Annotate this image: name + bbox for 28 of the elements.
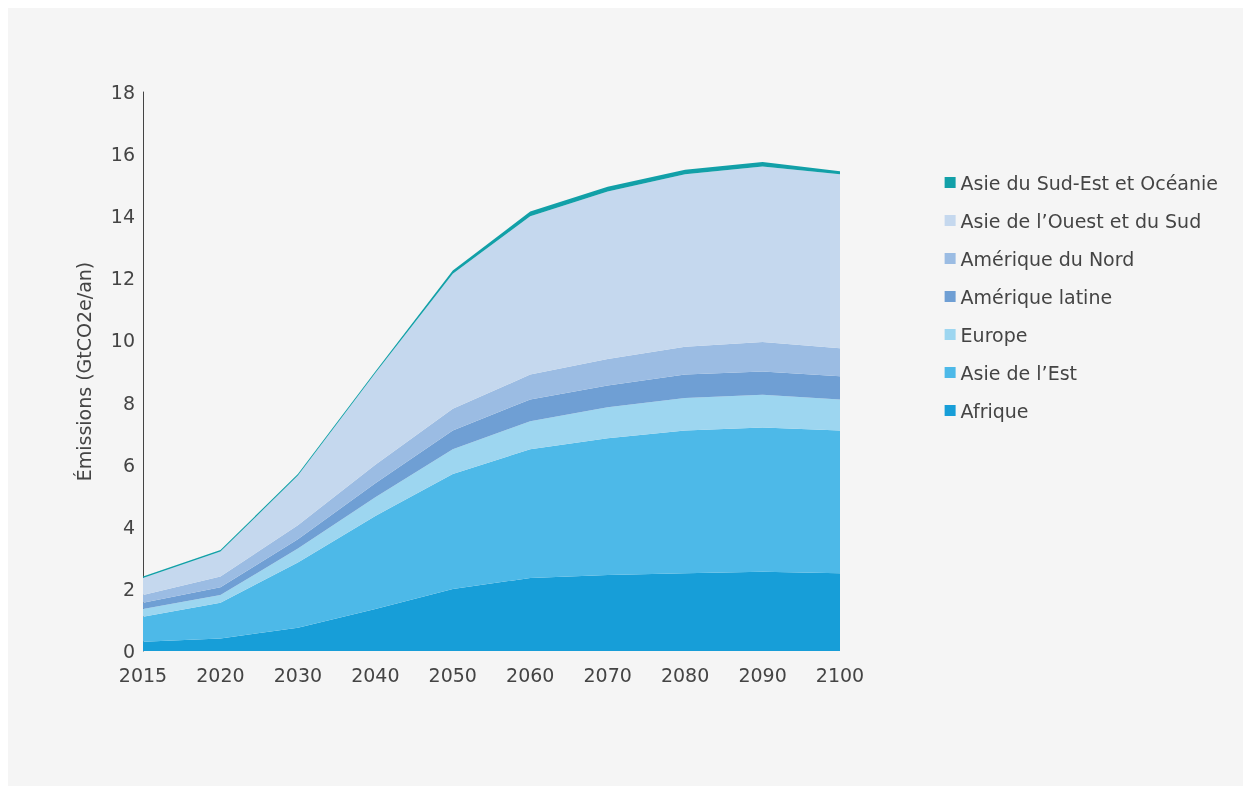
legend-label: Amérique latine <box>960 285 1113 308</box>
x-tick-label: 2080 <box>660 663 710 686</box>
y-tick-label: 14 <box>110 205 135 228</box>
x-tick-label: 2100 <box>815 663 865 686</box>
y-tick-label: 10 <box>110 329 135 352</box>
x-tick-label: 2070 <box>583 663 632 686</box>
x-tick-label: 2020 <box>196 663 245 686</box>
y-tick-label: 2 <box>122 577 135 600</box>
x-tick-label: 2090 <box>738 663 787 686</box>
y-tick-label: 8 <box>122 391 135 414</box>
legend-label: Asie de l’Ouest et du Sud <box>960 209 1202 232</box>
x-tick-label: 2015 <box>118 663 168 686</box>
y-axis-title: Émissions (GtCO2e/an) <box>72 261 95 482</box>
legend-label: Asie de l’Est <box>960 361 1077 384</box>
legend-label: Afrique <box>960 399 1029 422</box>
y-tick-label: 4 <box>122 515 135 538</box>
x-tick-label: 2040 <box>351 663 400 686</box>
y-tick-label: 0 <box>122 640 135 662</box>
legend-label: Amérique du Nord <box>960 247 1135 270</box>
x-tick-label: 2050 <box>428 663 477 686</box>
y-tick-label: 6 <box>122 453 135 476</box>
x-tick-label: 2030 <box>273 663 323 686</box>
legend-label: Europe <box>960 323 1028 346</box>
legend-label: Asie du Sud-Est et Océanie <box>960 171 1219 194</box>
x-tick-label: 2060 <box>506 663 555 686</box>
y-tick-label: 16 <box>110 143 135 166</box>
y-tick-label: 12 <box>110 267 135 290</box>
y-tick-label: 18 <box>110 81 135 103</box>
